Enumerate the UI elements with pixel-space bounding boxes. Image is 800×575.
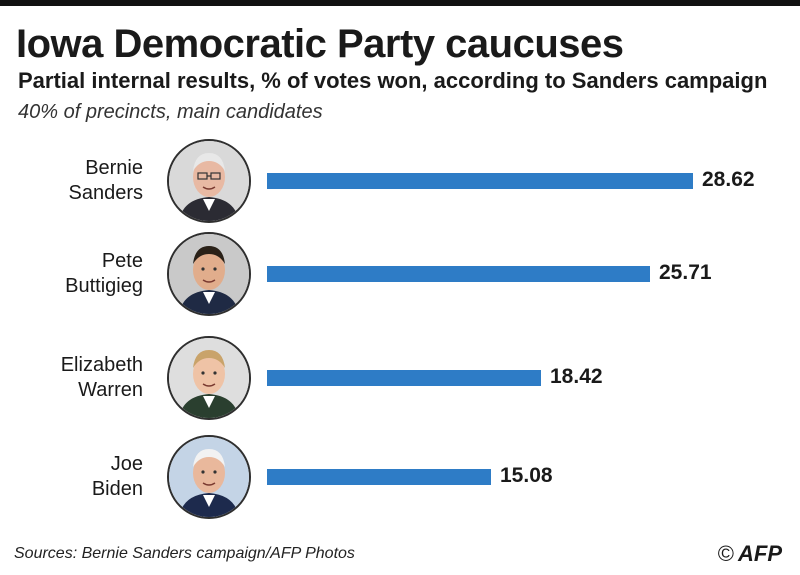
candidate-name: Pete Buttigieg bbox=[18, 249, 143, 299]
bar-value-label: 25.71 bbox=[659, 261, 712, 284]
portrait-buttigieg bbox=[167, 232, 251, 316]
candidate-name-line: Joe bbox=[110, 453, 143, 475]
candidate-name: Joe Biden bbox=[18, 452, 143, 502]
portrait-biden bbox=[167, 435, 251, 519]
bar bbox=[267, 370, 541, 386]
bar bbox=[267, 469, 491, 485]
candidate-name-line: Elizabeth bbox=[60, 354, 143, 376]
portrait-sanders bbox=[167, 139, 251, 223]
candidate-name-line: Warren bbox=[78, 379, 143, 401]
candidate-name-line: Biden bbox=[91, 478, 143, 500]
chart-subtitle: Partial internal results, % of votes won… bbox=[18, 68, 768, 93]
copyright-icon: © bbox=[717, 541, 734, 566]
chart-title: Iowa Democratic Party caucuses bbox=[16, 22, 624, 66]
portrait-warren bbox=[167, 336, 251, 420]
candidate-name-line: Sanders bbox=[68, 182, 144, 204]
bar bbox=[267, 266, 650, 282]
afp-logo: AFP bbox=[738, 541, 782, 566]
candidate-name-line: Pete bbox=[101, 250, 143, 272]
candidate-name-line: Buttigieg bbox=[65, 275, 143, 297]
candidate-name: Elizabeth Warren bbox=[18, 353, 143, 403]
candidate-name-line: Bernie bbox=[85, 157, 143, 179]
candidate-name: Bernie Sanders bbox=[18, 156, 144, 206]
bar bbox=[267, 173, 693, 189]
bar-value-label: 18.42 bbox=[550, 365, 603, 388]
bar-value-label: 15.08 bbox=[500, 464, 553, 487]
chart-note: 40% of precincts, main candidates bbox=[18, 101, 323, 123]
bar-value-label: 28.62 bbox=[702, 168, 755, 191]
top-rule bbox=[0, 0, 800, 6]
source-note: Sources: Bernie Sanders campaign/AFP Pho… bbox=[14, 545, 355, 562]
afp-credit: © AFP bbox=[718, 541, 782, 567]
